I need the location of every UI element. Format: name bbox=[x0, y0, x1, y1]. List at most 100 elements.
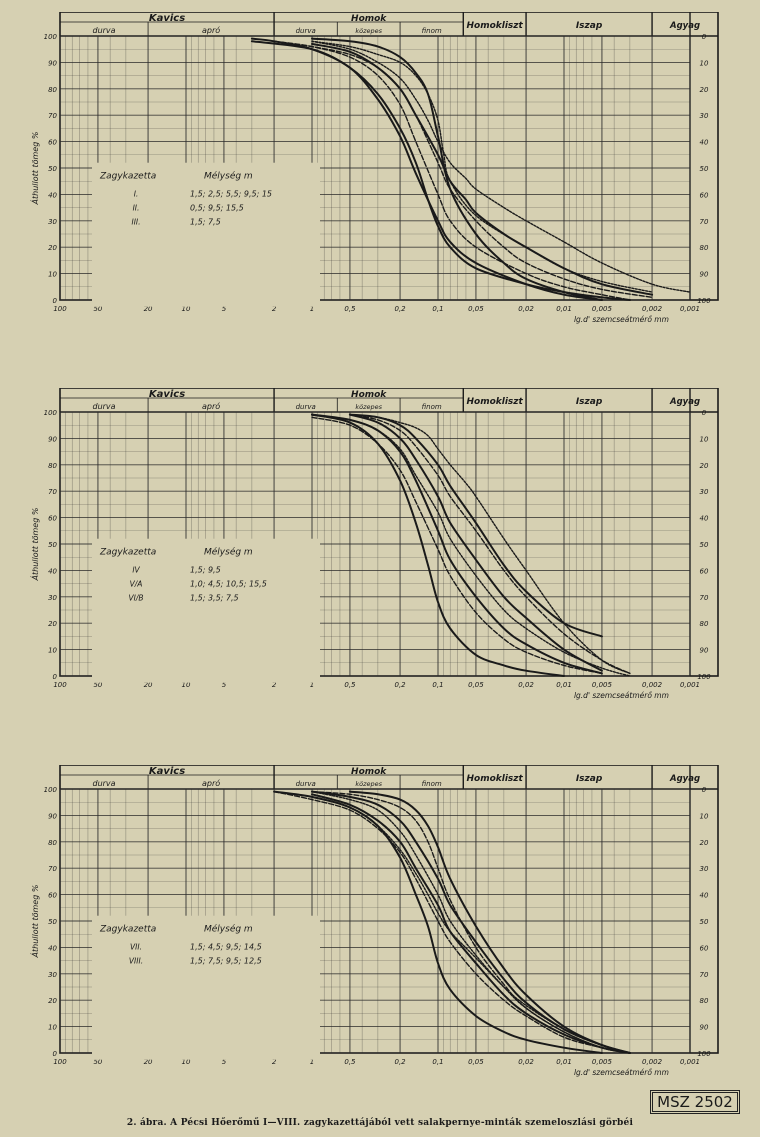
y-tick-label: 20 bbox=[48, 620, 57, 628]
y-right-tick-label: 80 bbox=[700, 244, 709, 252]
x-tick-label: 0,02 bbox=[518, 681, 534, 689]
x-tick-label: 2 bbox=[272, 1058, 277, 1066]
chart-panel-3: Kavics durva apró Homok durva közepes finom Hom… bbox=[0, 765, 760, 1105]
x-tick-label: 50 bbox=[93, 305, 102, 313]
x-tick-label: 10 bbox=[182, 305, 191, 313]
series-line-3-7 bbox=[348, 790, 631, 1054]
category-label-kavics: Kavics bbox=[149, 389, 185, 400]
series-line-3-5 bbox=[311, 790, 631, 1054]
category-label-h_kozepes: közepes bbox=[355, 403, 382, 411]
y-right-tick-label: 100 bbox=[697, 1050, 711, 1058]
series-line-1-2 bbox=[273, 40, 631, 301]
y-tick-label: 50 bbox=[48, 165, 57, 173]
chart-svg-2: Kavics durva apró Homok durva közepes finom Hom… bbox=[29, 388, 719, 700]
category-label-iszap: Iszap bbox=[576, 774, 603, 784]
y-tick-label: 80 bbox=[48, 839, 57, 847]
x-tick-label: 50 bbox=[93, 1058, 102, 1066]
legend-header-right: Mélység m bbox=[204, 924, 253, 935]
y-right-tick-label: 60 bbox=[700, 191, 709, 199]
legend-item-depths: 1,5; 9,5 bbox=[190, 566, 221, 575]
x-tick-label: 5 bbox=[222, 1058, 227, 1066]
x-tick-label: 1 bbox=[310, 305, 314, 313]
category-label-apro: apró bbox=[202, 25, 220, 35]
legend-item-name: VIII. bbox=[129, 957, 143, 966]
legend-item-name: III. bbox=[131, 218, 140, 227]
series-line-1-6 bbox=[273, 40, 653, 299]
x-tick-label: 0,5 bbox=[344, 305, 356, 313]
y-right-tick-label: 60 bbox=[700, 567, 709, 575]
x-tick-label: 0,1 bbox=[432, 1058, 443, 1066]
x-tick-label: 50 bbox=[93, 681, 102, 689]
y-right-tick-label: 50 bbox=[700, 165, 709, 173]
y-tick-label: 10 bbox=[48, 1024, 57, 1032]
x-tick-label: 1 bbox=[310, 1058, 314, 1066]
y-right-tick-label: 90 bbox=[700, 647, 709, 655]
x-tick-label: 5 bbox=[222, 681, 227, 689]
y-tick-label: 50 bbox=[48, 918, 57, 926]
legend-header-left: Zagykazetta bbox=[99, 548, 156, 558]
x-tick-label: 20 bbox=[144, 681, 153, 689]
legend-item-name: VI/B bbox=[128, 594, 143, 603]
y-tick-label: 90 bbox=[48, 812, 57, 820]
x-tick-label: 0,02 bbox=[518, 305, 534, 313]
y-right-tick-label: 50 bbox=[700, 541, 709, 549]
legend-item-depths: 0,5; 9,5; 15,5 bbox=[190, 204, 244, 213]
x-tick-label: 0,005 bbox=[592, 305, 613, 313]
category-label-homok: Homok bbox=[351, 390, 387, 400]
x-tick-label: 0,002 bbox=[642, 681, 663, 689]
y-right-tick-label: 40 bbox=[700, 892, 709, 900]
legend-header-left: Zagykazetta bbox=[99, 925, 156, 935]
x-tick-label: 0,1 bbox=[432, 305, 443, 313]
stamp-text: MSZ 2502 bbox=[652, 1092, 738, 1112]
category-label-h_finom: finom bbox=[422, 403, 442, 411]
y-right-tick-label: 80 bbox=[700, 997, 709, 1005]
category-label-durva: durva bbox=[92, 402, 115, 411]
y-right-tick-label: 10 bbox=[700, 59, 709, 67]
x-tick-label: 0,005 bbox=[592, 681, 613, 689]
y-right-tick-label: 20 bbox=[700, 86, 709, 94]
x-tick-label: 0,05 bbox=[468, 305, 484, 313]
y-tick-label: 100 bbox=[44, 786, 58, 794]
y-tick-label: 100 bbox=[44, 409, 58, 417]
y-axis-title: Áthullott tömeg % bbox=[29, 508, 40, 582]
x-tick-label: 0,05 bbox=[468, 1058, 484, 1066]
y-tick-label: 80 bbox=[48, 462, 57, 470]
y-tick-label: 90 bbox=[48, 435, 57, 443]
legend-item-name: VII. bbox=[130, 943, 142, 952]
y-tick-label: 30 bbox=[48, 971, 57, 979]
legend-item-depths: 1,0; 4,5; 10,5; 15,5 bbox=[190, 580, 267, 589]
x-tick-label: 5 bbox=[222, 305, 227, 313]
y-tick-label: 80 bbox=[48, 86, 57, 94]
x-tick-label: 0,2 bbox=[394, 1058, 406, 1066]
legend-item-depths: 1,5; 7,5; 9,5; 12,5 bbox=[190, 957, 262, 966]
y-tick-label: 30 bbox=[48, 218, 57, 226]
y-right-tick-label: 80 bbox=[700, 620, 709, 628]
legend-header-left: Zagykazetta bbox=[99, 172, 156, 182]
category-label-h_finom: finom bbox=[422, 27, 442, 35]
x-tick-label: 0,5 bbox=[344, 681, 356, 689]
y-right-tick-label: 70 bbox=[700, 971, 709, 979]
y-right-tick-label: 40 bbox=[700, 515, 709, 523]
category-label-homok: Homok bbox=[351, 14, 387, 24]
category-label-agyag: Agyag bbox=[669, 397, 700, 407]
series-line-1-4 bbox=[311, 40, 653, 293]
x-tick-label: 0,001 bbox=[680, 681, 700, 689]
series-line-3-8 bbox=[273, 790, 631, 1054]
category-label-homokliszt: Homokliszt bbox=[467, 774, 524, 784]
category-label-h_kozepes: közepes bbox=[355, 27, 382, 35]
y-right-tick-label: 30 bbox=[700, 865, 709, 873]
category-label-kavics: Kavics bbox=[149, 13, 185, 24]
x-tick-label: 0,01 bbox=[556, 681, 572, 689]
x-tick-label: 1 bbox=[310, 681, 314, 689]
category-label-kavics: Kavics bbox=[149, 766, 185, 777]
legend-item-name: IV bbox=[132, 566, 140, 575]
legend-item-depths: 1,5; 7,5 bbox=[190, 218, 221, 227]
x-tick-label: 0,5 bbox=[344, 1058, 356, 1066]
y-right-tick-label: 50 bbox=[700, 918, 709, 926]
y-right-tick-label: 70 bbox=[700, 594, 709, 602]
chart-panel-2: Kavics durva apró Homok durva közepes finom Hom… bbox=[0, 388, 760, 728]
category-label-h_finom: finom bbox=[422, 780, 442, 788]
y-right-tick-label: 30 bbox=[700, 488, 709, 496]
y-right-tick-label: 100 bbox=[697, 297, 711, 305]
y-right-tick-label: 70 bbox=[700, 218, 709, 226]
